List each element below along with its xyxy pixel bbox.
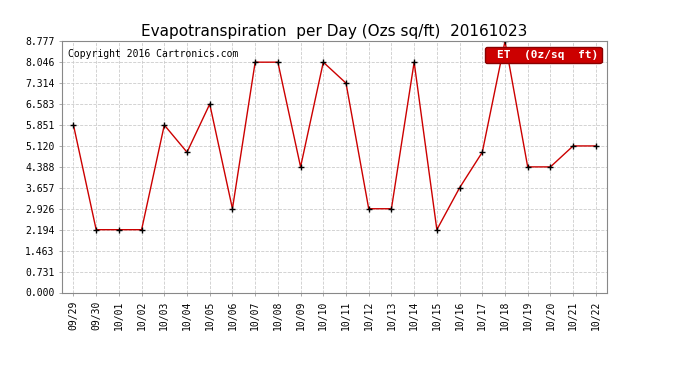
Title: Evapotranspiration  per Day (Ozs sq/ft)  20161023: Evapotranspiration per Day (Ozs sq/ft) 2… [141, 24, 528, 39]
Text: Copyright 2016 Cartronics.com: Copyright 2016 Cartronics.com [68, 49, 238, 59]
Legend: ET  (0z/sq  ft): ET (0z/sq ft) [485, 47, 602, 63]
